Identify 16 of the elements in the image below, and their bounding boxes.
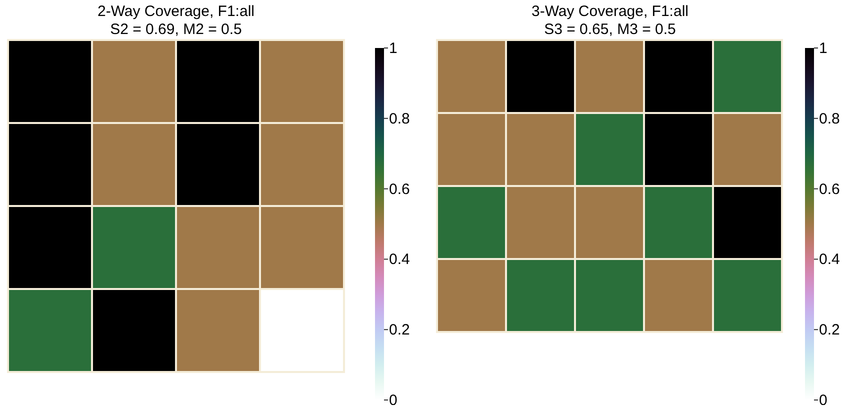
color-bar-label: 0.4 <box>389 251 410 268</box>
color-bar-label: 0.8 <box>819 110 840 128</box>
color-bar-label: 0.2 <box>819 322 840 339</box>
color-bar-label: 0 <box>389 392 398 409</box>
color-bar-label: 1 <box>819 40 828 57</box>
color-bar-label: 1 <box>389 40 398 57</box>
chart-title: 2-Way Coverage, F1:all <box>97 3 255 20</box>
color-bar-label: 0.6 <box>389 180 410 198</box>
color-bar-label: 0.2 <box>389 322 410 339</box>
chart-subtitle: S3 = 0.65, M3 = 0.5 <box>544 21 676 38</box>
color-bar-label: 0.8 <box>389 110 410 128</box>
color-bar-label: 0.4 <box>819 251 840 268</box>
color-bar-label: 0.6 <box>819 180 840 198</box>
chart-subtitle: S2 = 0.69, M2 = 0.5 <box>110 21 242 38</box>
color-bar-label: 0 <box>819 392 828 409</box>
chart-title: 3-Way Coverage, F1:all <box>531 3 689 20</box>
